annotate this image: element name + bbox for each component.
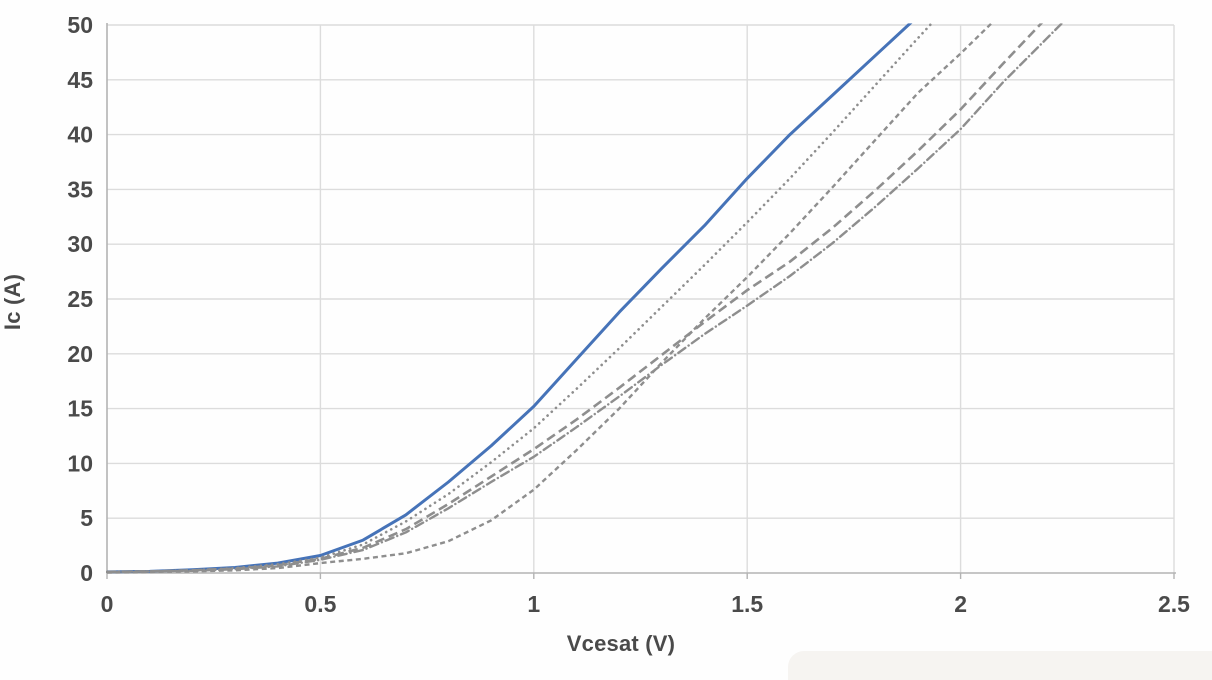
x-tick-label: 2 xyxy=(954,591,967,617)
bottom-right-artifact xyxy=(788,651,1212,680)
x-tick-label: 0 xyxy=(101,591,114,617)
curve-5-dash-dot-gray xyxy=(106,23,1064,574)
curve-4-long-dash-gray xyxy=(106,23,1044,574)
curve-2-dotted-gray xyxy=(106,23,934,574)
x-tick-label: 1.5 xyxy=(731,591,763,617)
y-tick-label: 25 xyxy=(67,286,93,312)
x-axis-title-text: Vcesat (V) xyxy=(566,631,676,656)
y-tick-label: 50 xyxy=(67,12,93,38)
y-tick-label: 0 xyxy=(80,560,93,586)
curve-3-short-dash-gray xyxy=(106,23,994,574)
x-tick-label: 0.5 xyxy=(304,591,336,617)
y-tick-label: 40 xyxy=(67,122,93,148)
y-tick-label: 20 xyxy=(67,341,93,367)
y-axis-title: Ic (A) xyxy=(0,273,25,331)
y-tick-label: 45 xyxy=(67,67,93,93)
y-tick-label: 10 xyxy=(67,450,93,476)
y-tick-label: 30 xyxy=(67,231,93,257)
x-tick-label: 2.5 xyxy=(1158,591,1190,617)
y-tick-label: 5 xyxy=(80,505,93,531)
x-axis-title: Vcesat (V) xyxy=(0,631,1212,657)
y-tick-label: 35 xyxy=(67,176,93,202)
curve-1-solid-blue xyxy=(106,23,913,574)
y-tick-label: 15 xyxy=(67,396,93,422)
x-tick-label: 1 xyxy=(527,591,540,617)
